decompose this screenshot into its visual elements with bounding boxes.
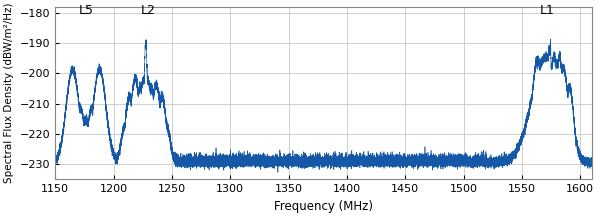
- Y-axis label: Spectral Flux Density (dBW/m²/Hz): Spectral Flux Density (dBW/m²/Hz): [4, 3, 14, 183]
- Text: L2: L2: [141, 5, 156, 18]
- Text: L5: L5: [79, 5, 94, 18]
- Text: L1: L1: [540, 5, 555, 18]
- X-axis label: Frequency (MHz): Frequency (MHz): [274, 200, 373, 213]
